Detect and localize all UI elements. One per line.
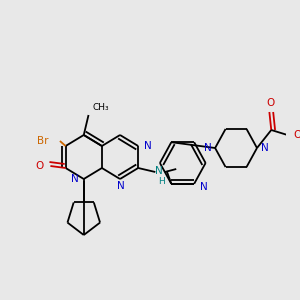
Text: N: N — [144, 141, 152, 151]
Text: N: N — [117, 181, 125, 191]
Text: N: N — [200, 182, 208, 192]
Text: N: N — [204, 143, 211, 153]
Text: O: O — [35, 161, 44, 171]
Text: O: O — [293, 130, 300, 140]
Text: N: N — [155, 166, 163, 176]
Text: N: N — [71, 174, 79, 184]
Text: CH₃: CH₃ — [92, 103, 109, 112]
Text: O: O — [266, 98, 275, 108]
Text: N: N — [261, 143, 268, 153]
Text: Br: Br — [37, 136, 49, 146]
Text: H: H — [158, 176, 164, 185]
